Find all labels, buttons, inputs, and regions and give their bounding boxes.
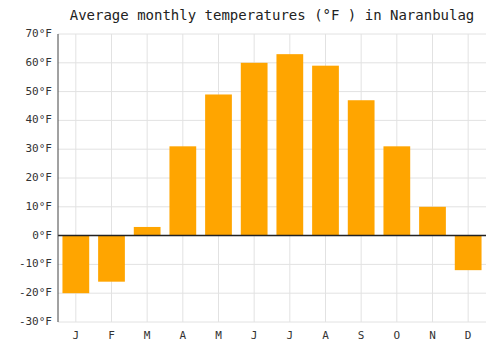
bar [312,66,339,236]
y-tick-label: 10°F [26,200,53,213]
y-tick-label: 50°F [26,85,53,98]
bar [62,236,89,294]
y-tick-label: 70°F [26,27,53,40]
y-grid-line [58,120,486,121]
y-grid-line [58,149,486,150]
y-tick-label: -10°F [19,257,52,270]
bar [241,63,268,236]
bar [134,227,161,236]
bar [169,146,196,235]
bar [276,54,303,235]
y-tick-label: 60°F [26,56,53,69]
baseline [58,235,486,237]
x-tick-label: J [251,329,258,342]
bar [455,236,482,271]
x-tick-label: N [429,329,436,342]
x-tick-label: A [322,329,329,342]
axes: -30°F -20°F -10°F 0°F 10°F 20°F 30°F 40°F 50°F 60… [19,27,472,342]
chart-container: Average monthly temperatures (°F ) in Na… [0,0,500,350]
y-tick-label: 20°F [26,171,53,184]
y-grid-line [58,178,486,179]
y-tick-label: 30°F [26,142,53,155]
bar [419,207,446,236]
x-tick-label: M [215,329,222,342]
bar [98,236,125,282]
x-tick-label: D [465,329,472,342]
title: Average monthly temperatures (°F ) in Na… [70,7,475,23]
chart-svg: Average monthly temperatures (°F ) in Na… [0,0,500,350]
y-grid-line [58,62,486,63]
x-tick-label: F [108,329,115,342]
x-grid-line [432,34,433,322]
grid [58,34,486,322]
x-tick-label: A [180,329,187,342]
x-grid-line [147,34,148,322]
y-grid-line [58,322,486,323]
bar [205,94,232,235]
y-tick-label: 40°F [26,113,53,126]
x-tick-label: J [73,329,80,342]
y-axis-line [58,34,59,322]
y-tick-label: 0°F [32,229,52,242]
y-tick-label: -20°F [19,286,52,299]
bar [383,146,410,235]
x-grid-line [468,34,469,322]
y-tick-label: -30°F [19,315,52,328]
y-grid-line [58,235,486,236]
y-grid-line [58,293,486,294]
x-tick-label: O [394,329,401,342]
y-grid-line [58,34,486,35]
y-grid-line [58,91,486,92]
bars [62,54,481,293]
bar [348,100,375,235]
x-tick-label: J [287,329,294,342]
x-tick-label: S [358,329,365,342]
x-tick-label: M [144,329,151,342]
